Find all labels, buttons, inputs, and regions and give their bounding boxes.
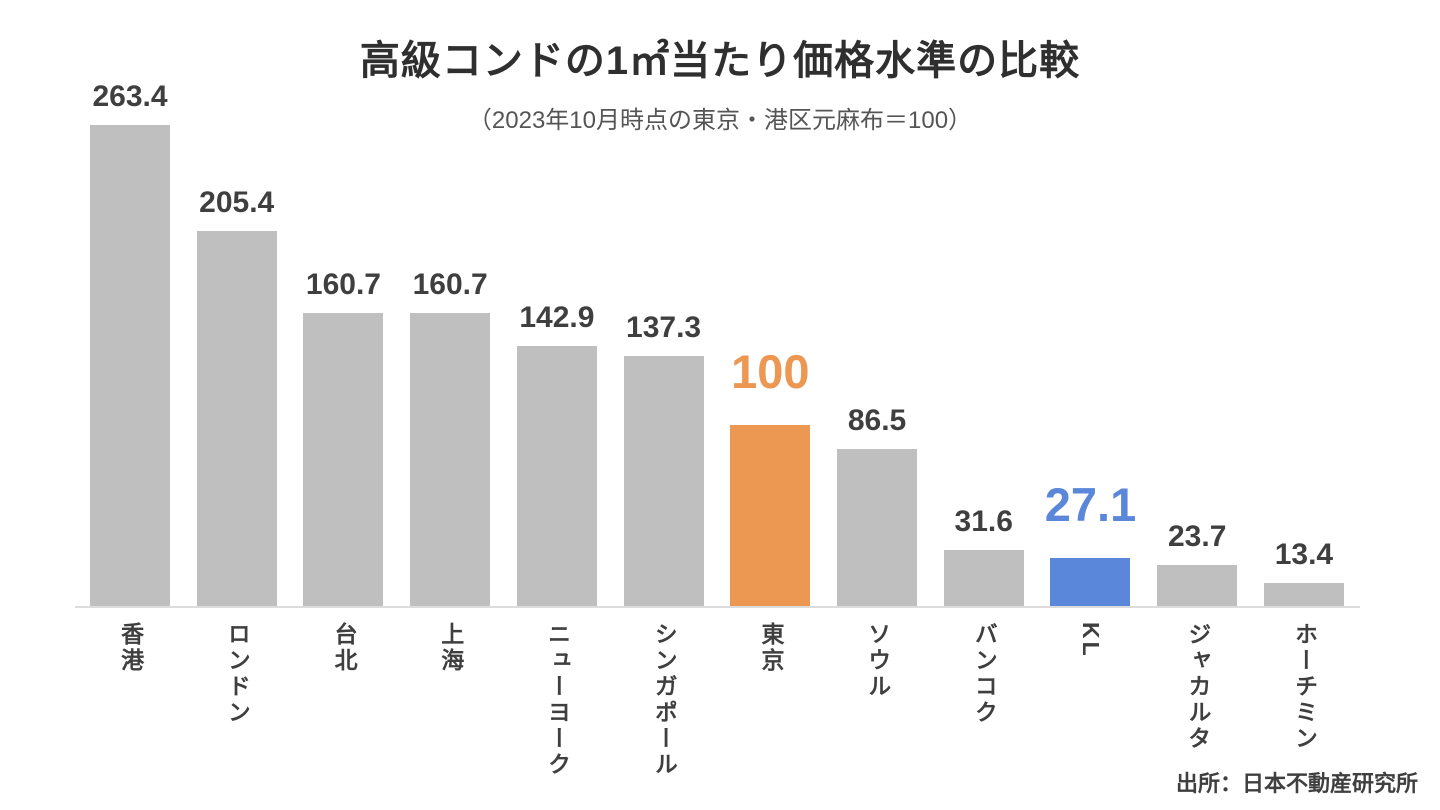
bar-column: 23.7: [1157, 520, 1238, 608]
bar-column: 142.9: [516, 301, 597, 608]
category-label: ホーチミン: [1291, 622, 1318, 752]
category-slot: 上海: [410, 622, 490, 674]
value-label: 137.3: [626, 311, 702, 344]
source-note: 出所：日本不動産研究所: [1175, 771, 1418, 796]
bar-column: 13.4: [1263, 538, 1344, 608]
bar-column: 160.7: [410, 268, 491, 608]
bar-column: 137.3: [623, 311, 704, 608]
category-slot: ジャカルタ: [1157, 622, 1237, 752]
chart-title: 高級コンドの1㎡当たり価格水準の比較: [359, 39, 1081, 83]
bar: [303, 313, 384, 608]
category-label: ニューヨーク: [544, 622, 571, 778]
value-label: 205.4: [199, 186, 275, 219]
category-slot: 東京: [730, 622, 810, 674]
category-slot: バンコク: [944, 622, 1024, 726]
chart-subtitle: （2023年10月時点の東京・港区元麻布＝100）: [467, 107, 973, 134]
category-slot: ニューヨーク: [517, 622, 597, 778]
category-label: KL: [1078, 622, 1105, 659]
category-slot: シンガポール: [624, 622, 704, 778]
category-slot: 台北: [303, 622, 383, 674]
x-axis-line: [75, 606, 1360, 608]
value-label: 23.7: [1167, 520, 1227, 553]
bar-column: 27.1: [1045, 481, 1136, 608]
value-label: 100: [731, 345, 810, 398]
value-label: 27.1: [1044, 478, 1137, 531]
category-label: バンコク: [971, 622, 998, 726]
bar-column: 160.7: [303, 268, 384, 608]
category-label: 香港: [117, 622, 144, 674]
category-slot: KL: [1050, 622, 1130, 659]
bar: [623, 356, 704, 608]
bar-column: 263.4: [90, 82, 170, 608]
value-label: 31.6: [954, 505, 1013, 538]
plot-area: 263.4 205.4 160.7 160.7 142.9 137.3 100 86.5 31.…: [90, 48, 1344, 608]
category-slot: ホーチミン: [1264, 622, 1344, 752]
category-label: 上海: [437, 622, 464, 674]
bar: [410, 313, 491, 608]
category-slot: 香港: [90, 622, 170, 674]
bar: [1050, 558, 1131, 608]
category-label: ロンドン: [224, 622, 251, 726]
value-label: 86.5: [847, 404, 907, 437]
bar: [943, 550, 1024, 608]
bar: [90, 125, 170, 608]
category-label: 台北: [331, 622, 358, 674]
value-label: 160.7: [412, 268, 488, 301]
bar: [516, 346, 597, 608]
bar-column: 205.4: [196, 186, 277, 608]
bar-column: 100: [730, 345, 811, 608]
bar: [196, 231, 277, 608]
value-label: 142.9: [519, 301, 595, 334]
bar: [730, 425, 811, 608]
bar-column: 31.6: [943, 505, 1024, 608]
bar: [1157, 565, 1238, 608]
category-label: ソウル: [864, 622, 891, 700]
value-label: 160.7: [305, 268, 381, 301]
category-slot: ソウル: [837, 622, 917, 700]
category-label: 東京: [757, 622, 784, 674]
category-label: シンガポール: [651, 622, 678, 778]
bar: [1263, 583, 1344, 608]
category-slot: ロンドン: [197, 622, 277, 726]
value-label: 263.4: [92, 80, 168, 113]
bar: [837, 449, 918, 608]
value-label: 13.4: [1274, 538, 1334, 571]
bar-column: 86.5: [837, 404, 918, 608]
category-axis: 香港 ロンドン 台北 上海 ニューヨーク シンガポール 東京 ソウル バンコク KL ジャカルタ ホー…: [90, 622, 1344, 778]
category-label: ジャカルタ: [1184, 622, 1211, 752]
